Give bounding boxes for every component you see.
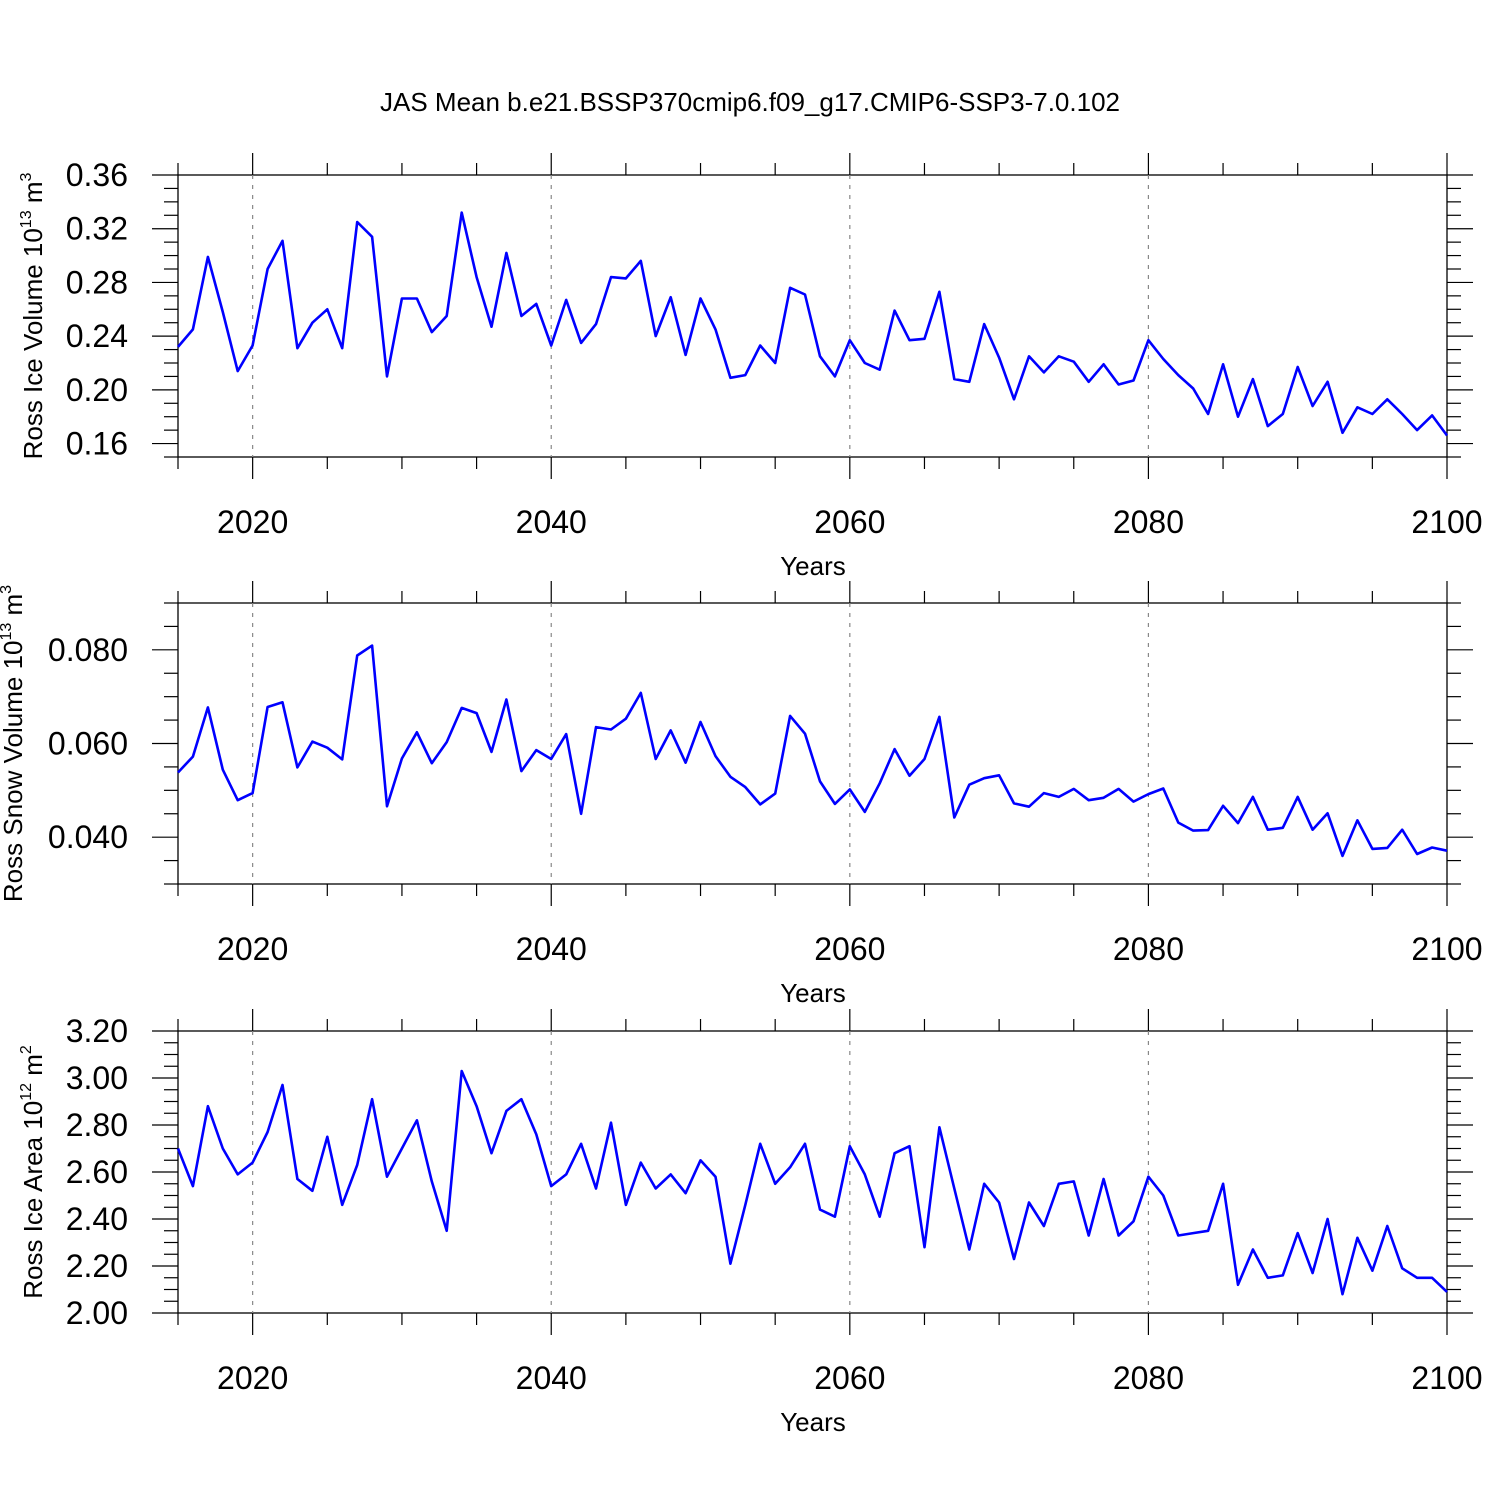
y-tick-label: 2.80 bbox=[66, 1107, 128, 1143]
y-axis-title-exponent: 12 bbox=[18, 1083, 35, 1101]
x-axis-title: Years bbox=[780, 978, 846, 1008]
y-tick-label: 0.080 bbox=[48, 632, 128, 668]
x-tick-label: 2080 bbox=[1113, 1360, 1184, 1396]
y-tick-label: 2.00 bbox=[66, 1295, 128, 1331]
y-axis-title: Ross Ice Volume 1013 m3 bbox=[18, 172, 48, 459]
x-tick-label: 2100 bbox=[1411, 504, 1482, 540]
y-axis-title-exponent: 13 bbox=[0, 623, 15, 641]
y-tick-label: 2.40 bbox=[66, 1201, 128, 1237]
y-tick-label: 0.32 bbox=[66, 211, 128, 247]
x-tick-label: 2020 bbox=[217, 504, 288, 540]
y-axis-title: Ross Ice Area 1012 m2 bbox=[18, 1045, 48, 1299]
y-axis-title-unit: m bbox=[18, 181, 48, 210]
y-axis-title-text: Ross Ice Volume 10 bbox=[18, 228, 48, 459]
y-axis-title-text: Ross Snow Volume 10 bbox=[0, 641, 28, 903]
x-tick-label: 2020 bbox=[217, 1360, 288, 1396]
y-tick-label: 0.20 bbox=[66, 372, 128, 408]
y-axis-title-unit-exponent: 3 bbox=[18, 172, 35, 181]
y-tick-label: 0.040 bbox=[48, 819, 128, 855]
y-axis-title-text: Ross Ice Area 10 bbox=[18, 1101, 48, 1299]
y-tick-label: 0.24 bbox=[66, 318, 128, 354]
x-tick-label: 2080 bbox=[1113, 504, 1184, 540]
y-tick-label: 2.60 bbox=[66, 1154, 128, 1190]
chart-panel-2: 2020 2040 2060 2080 2100 0.040 0.060 0.080 Years… bbox=[0, 581, 1483, 1008]
series-line-1 bbox=[177, 644, 1448, 858]
y-axis-title-unit: m bbox=[0, 594, 28, 623]
x-tick-label: 2040 bbox=[516, 931, 587, 967]
y-tick-label: 3.00 bbox=[66, 1060, 128, 1096]
y-axis-title-unit-exponent: 2 bbox=[18, 1045, 35, 1054]
x-tick-label: 2060 bbox=[814, 1360, 885, 1396]
y-tick-label: 2.20 bbox=[66, 1248, 128, 1284]
y-tick-label: 0.16 bbox=[66, 426, 128, 462]
x-tick-label: 2060 bbox=[814, 504, 885, 540]
y-axis-title-exponent: 13 bbox=[18, 210, 35, 228]
plot-frame bbox=[177, 602, 1448, 885]
x-axis-title: Years bbox=[780, 1407, 846, 1437]
y-axis-title-unit: m bbox=[18, 1054, 48, 1083]
series-line-1 bbox=[177, 211, 1449, 437]
x-tick-label: 2040 bbox=[516, 1360, 587, 1396]
y-tick-label: 0.060 bbox=[48, 726, 128, 762]
chart-panels: 2020 2040 2060 2080 2100 0.16 0.20 0.24 0.28 0.32… bbox=[0, 153, 1483, 1437]
y-axis-title: Ross Snow Volume 1013 m3 bbox=[0, 585, 28, 902]
y-tick-label: 0.36 bbox=[66, 157, 128, 193]
x-tick-label: 2060 bbox=[814, 931, 885, 967]
y-axis-title-unit-exponent: 3 bbox=[0, 585, 15, 594]
y-tick-label: 3.20 bbox=[66, 1013, 128, 1049]
x-tick-label: 2100 bbox=[1411, 931, 1482, 967]
plot-frame bbox=[177, 174, 1448, 458]
y-tick-label: 0.28 bbox=[66, 264, 128, 300]
chart-panel-1: 2020 2040 2060 2080 2100 0.16 0.20 0.24 0.28 0.32… bbox=[18, 153, 1483, 581]
chart-title: JAS Mean b.e21.BSSP370cmip6.f09_g17.CMIP… bbox=[380, 87, 1120, 117]
series-line-1 bbox=[176, 1069, 1448, 1296]
x-axis-title: Years bbox=[780, 551, 846, 581]
chart-panel-3: 2020 2040 2060 2080 2100 2.00 2.20 2.40 2.60 2.80… bbox=[18, 1009, 1483, 1437]
x-tick-label: 2040 bbox=[516, 504, 587, 540]
x-tick-label: 2080 bbox=[1113, 931, 1184, 967]
x-tick-label: 2100 bbox=[1411, 1360, 1482, 1396]
x-tick-label: 2020 bbox=[217, 931, 288, 967]
